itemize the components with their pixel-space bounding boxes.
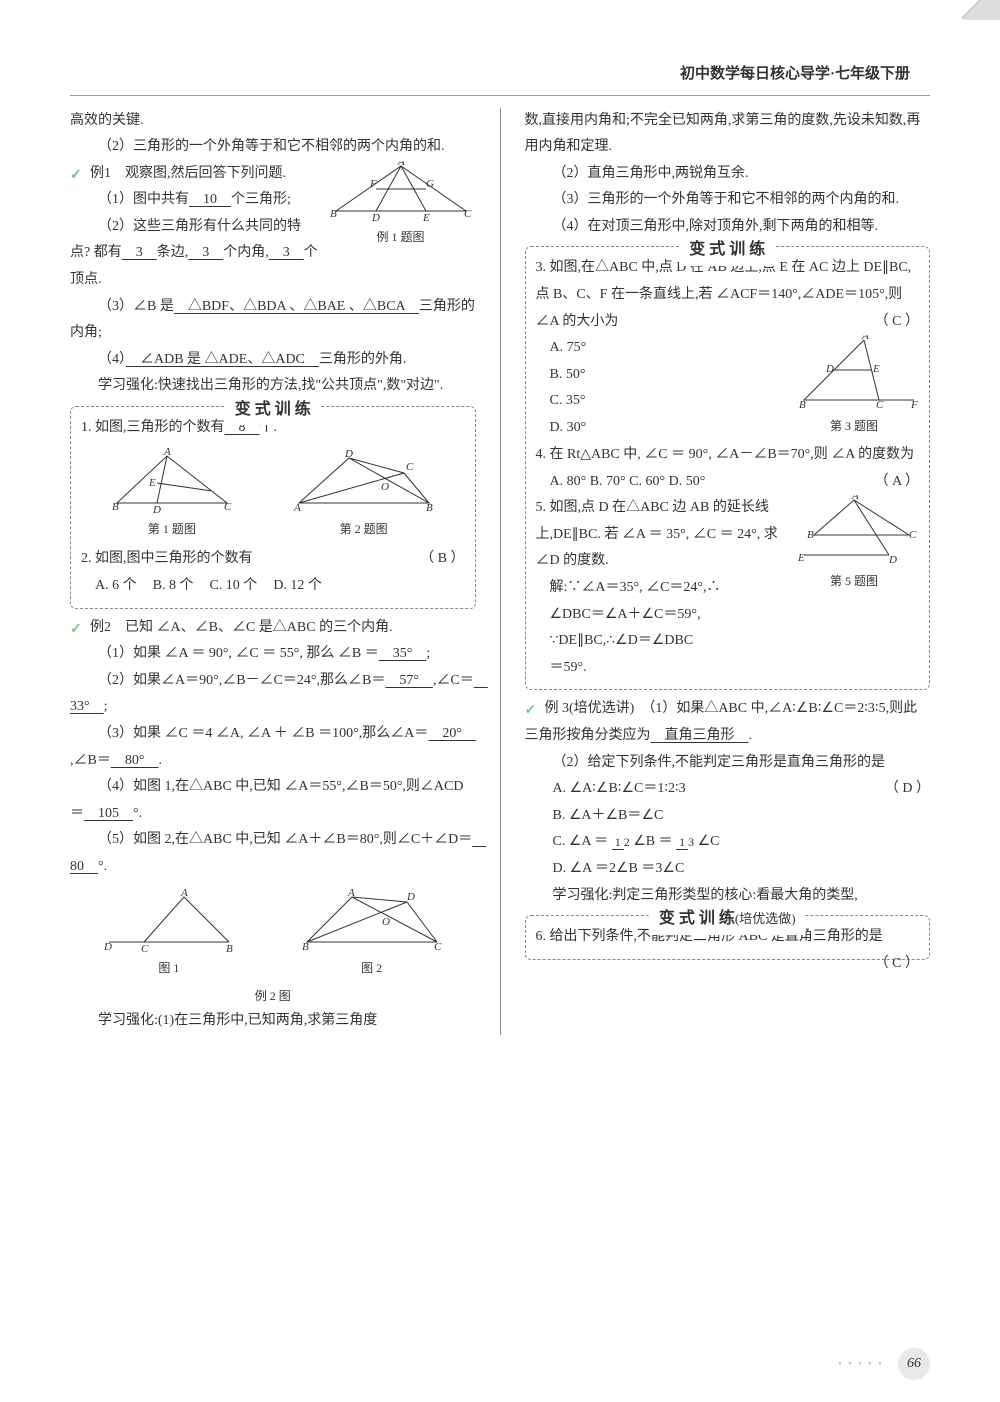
svg-text:G: G	[426, 178, 434, 190]
svg-text:A: A	[861, 335, 869, 342]
ex2-fig2: ABCDO 图 2	[297, 887, 447, 980]
svg-text:F: F	[910, 399, 918, 411]
practice-box-3: 变 式 训 练(培优选做) 6. 给出下列条件,不能判定三角形 ABC 是直角三…	[525, 915, 931, 960]
page-header: 初中数学每日核心导学·七年级下册	[70, 60, 930, 96]
text: 数,直接用内角和;不完全已知两角,求第三角的度数,先设未知数,再用内角和定理.	[525, 108, 931, 161]
box-title: 变 式 训 练	[679, 235, 775, 265]
svg-text:B: B	[112, 501, 119, 513]
svg-text:B: B	[330, 208, 337, 220]
check-icon	[525, 698, 541, 712]
options: A. 6 个B. 8 个C. 10 个D. 12 个	[81, 573, 465, 600]
ex2-fig1: ADCB 图 1	[99, 887, 239, 980]
example1-figure: A B D E C F G 例 1 题图	[326, 161, 476, 249]
triangle-diagram-icon: A B C D O	[297, 887, 447, 957]
svg-text:B: B	[799, 399, 806, 411]
svg-text:C: C	[141, 943, 149, 955]
option: C. ∠A ＝ 12 ∠B ＝ 13 ∠C	[525, 829, 931, 856]
svg-text:C: C	[464, 208, 472, 220]
option: D. ∠A ＝2∠B ＝3∠C	[525, 856, 931, 883]
svg-text:D: D	[103, 941, 112, 953]
svg-text:A: A	[397, 161, 405, 168]
svg-text:B: B	[302, 941, 309, 953]
q5-figure: ABCED 第 5 题图	[789, 495, 919, 593]
triangle-diagram-icon: D A B C O	[289, 448, 439, 518]
text: （3）∠B 是 △BDF、△BDA 、△BAE 、△BCA 三角形的内角;	[70, 294, 476, 347]
check-icon	[70, 163, 86, 177]
svg-text:D: D	[371, 212, 380, 224]
svg-text:A: A	[293, 502, 301, 514]
box-title: 变 式 训 练	[225, 395, 321, 425]
svg-text:E: E	[148, 477, 156, 489]
text: （3）如果 ∠C ＝4 ∠A, ∠A ＋ ∠B ＝100°,那么∠A＝ 20° …	[70, 721, 476, 774]
svg-text:C: C	[909, 529, 917, 541]
triangle-diagram-icon: A D C B	[99, 887, 239, 957]
svg-text:B: B	[807, 529, 814, 541]
svg-text:A: A	[180, 887, 188, 899]
text: （5）如图 2,在△ABC 中,已知 ∠A＋∠B＝80°,则∠C＋∠D＝ 80 …	[70, 827, 476, 880]
page-number: 66	[898, 1348, 930, 1380]
solution: ∠DBC＝∠A＋∠C＝59°,	[536, 602, 920, 629]
question-2: 2. 如图,图中三角形的个数有（ B ）	[81, 546, 465, 573]
figure-caption: 例 1 题图	[326, 226, 476, 249]
solution: ＝59°.	[536, 655, 920, 682]
q2-figure: DABCO 第 2 题图	[289, 448, 439, 541]
triangle-diagram-icon: A B C F D E	[789, 335, 919, 415]
options: A. 80° B. 70° C. 60° D. 50°	[536, 469, 920, 496]
text: （4）如图 1,在△ABC 中,已知 ∠A＝55°,∠B＝50°,则∠ACD＝ …	[70, 774, 476, 827]
svg-text:O: O	[381, 481, 389, 493]
svg-text:C: C	[406, 461, 414, 473]
triangle-diagram-icon: A B C E D	[789, 495, 919, 570]
svg-text:A: A	[163, 448, 171, 458]
box-title: 变 式 训 练(培优选做)	[649, 904, 806, 934]
text: （1）如果 ∠A ＝ 90°, ∠C ＝ 55°, 那么 ∠B ＝ 35° ;	[70, 641, 476, 668]
svg-text:D: D	[825, 363, 834, 375]
svg-text:A: A	[851, 495, 859, 502]
column-separator	[500, 108, 501, 1035]
page-curl	[960, 0, 1000, 20]
triangle-diagram-icon: A B D C E	[107, 448, 237, 518]
svg-text:E: E	[797, 552, 805, 564]
svg-text:B: B	[226, 943, 233, 955]
text: （2）直角三角形中,两锐角互余.	[525, 161, 931, 188]
text: 高效的关键.	[70, 108, 476, 135]
text: （2）给定下列条件,不能判定三角形是直角三角形的是（ D ）	[525, 750, 931, 777]
q1-figure: ABDCE 第 1 题图	[107, 448, 237, 541]
text: （4） ∠ADB 是 △ADE、△ADC 三角形的外角.	[70, 347, 476, 374]
example3-title: 例 3(培优选讲) （1）如果△ABC 中,∠A∶∠B∶∠C＝2∶3∶5,则此三…	[525, 696, 931, 749]
study-tip: 学习强化:(1)在三角形中,已知两角,求第三角度	[70, 1008, 476, 1035]
svg-text:O: O	[382, 916, 390, 928]
svg-text:D: D	[888, 554, 897, 566]
practice-box-1: 变 式 训 练 1. 如图,三角形的个数有 8 个. ABDCE 第 1 题图 …	[70, 406, 476, 609]
svg-text:D: D	[344, 448, 353, 460]
svg-text:D: D	[406, 891, 415, 903]
svg-text:C: C	[434, 941, 442, 953]
svg-text:A: A	[347, 887, 355, 899]
option: B. ∠A＋∠B＝∠C	[525, 803, 931, 830]
svg-text:F: F	[369, 178, 377, 190]
triangle-diagram-icon: A B D E C F G	[326, 161, 476, 226]
right-column: 数,直接用内角和;不完全已知两角,求第三角的度数,先设未知数,再用内角和定理. …	[525, 108, 931, 1035]
svg-text:C: C	[876, 399, 884, 411]
svg-text:C: C	[224, 501, 232, 513]
practice-box-2: 变 式 训 练 3. 如图,在△ABC 中,点 D 在 AB 边上,点 E 在 …	[525, 246, 931, 690]
solution: ∵DE∥BC,∴∠D＝∠DBC	[536, 628, 920, 655]
svg-text:E: E	[422, 212, 430, 224]
text: （3）三角形的一个外角等于和它不相邻的两个内角的和.	[525, 187, 931, 214]
left-column: 高效的关键. （2）三角形的一个外角等于和它不相邻的两个内角的和. A B D E C…	[70, 108, 476, 1035]
svg-text:D: D	[152, 504, 161, 516]
q3-figure: ABCFDE 第 3 题图	[789, 335, 919, 438]
svg-text:B: B	[426, 502, 433, 514]
question-4: 4. 在 Rt△ABC 中, ∠C ＝ 90°, ∠A－∠B＝70°,则 ∠A …	[536, 442, 920, 469]
question-3: 3. 如图,在△ABC 中,点 D 在 AB 边上,点 E 在 AC 边上 DE…	[536, 255, 920, 335]
check-icon	[70, 617, 86, 631]
svg-text:E: E	[872, 363, 880, 375]
ex2-caption: 例 2 图	[70, 985, 476, 1008]
text: （2）三角形的一个外角等于和它不相邻的两个内角的和.	[70, 134, 476, 161]
example2-title: 例2 已知 ∠A、∠B、∠C 是△ABC 的三个内角.	[70, 615, 476, 642]
text: （2）如果∠A＝90°,∠B－∠C＝24°,那么∠B＝ 57° ,∠C＝ 33°…	[70, 668, 476, 721]
